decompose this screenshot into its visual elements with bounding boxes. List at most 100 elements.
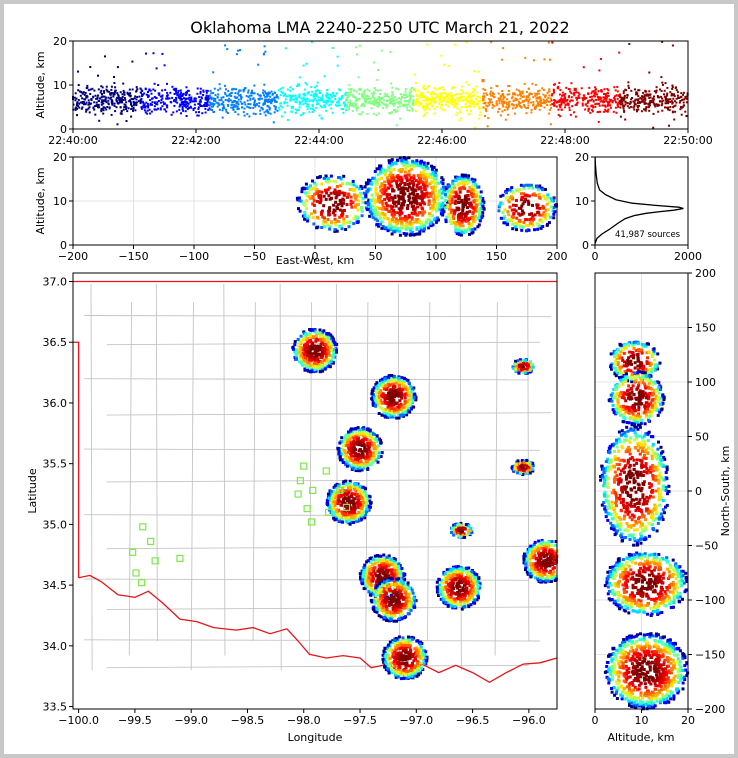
lightning-source-point [318,89,321,92]
lightning-source-point [114,89,117,92]
lightning-source-point [598,69,601,72]
lightning-source-point [423,177,426,181]
lightning-source-point [648,90,651,93]
lightning-source-point [359,460,363,464]
lightning-source-point [224,93,227,96]
lightning-source-point [365,189,369,193]
lightning-source-point [76,107,79,110]
lightning-source-point [381,409,385,413]
lightning-source-point [405,95,408,98]
lightning-source-point [382,187,386,191]
lightning-source-point [355,106,358,109]
lightning-source-point [317,102,320,105]
lightning-source-point [391,173,395,177]
lightning-source-point [511,103,514,106]
lightning-source-point [371,204,375,208]
lightning-source-point [199,99,202,101]
lightning-source-point [384,92,387,95]
lightning-source-point [282,92,285,94]
lightning-source-point [364,206,368,210]
lightning-source-point [334,98,337,100]
lightning-source-point [437,218,440,222]
lightning-source-point [312,335,316,339]
lightning-source-point [231,101,234,104]
lightning-source-point [320,212,323,216]
lightning-source-point [283,94,286,97]
lightning-source-point [312,187,316,191]
lightning-source-point [510,97,513,100]
lightning-source-point [315,99,318,102]
lightning-source-point [330,93,333,96]
lightning-source-point [610,98,613,101]
lightning-source-point [478,207,482,210]
lightning-source-point [378,164,382,168]
lightning-source-point [448,94,451,97]
lightning-source-point [428,192,432,196]
lightning-source-point [101,107,104,110]
lightning-source-point [210,98,213,101]
lightning-source-point [598,104,601,107]
lightning-source-point [598,102,600,105]
lightning-source-point [334,180,338,184]
lightning-source-point [173,93,176,95]
lightning-source-point [525,96,528,99]
lightning-source-point [96,97,99,100]
lightning-source-point [267,105,270,108]
lightning-source-point [332,94,335,97]
lightning-source-point [407,169,411,173]
lightning-source-point [411,192,414,195]
lightning-source-point [508,93,511,96]
lightning-source-point [305,105,308,108]
lightning-source-point [658,96,660,99]
lightning-source-point [305,102,308,105]
lightning-source-point [400,161,404,165]
lightning-source-point [400,179,404,183]
lightning-source-point [90,102,93,105]
lightning-source-point [560,108,563,111]
lightning-source-point [376,439,379,443]
lightning-source-point [372,96,375,99]
lightning-source-point [328,206,332,210]
lightning-source-point [545,197,549,201]
lightning-source-point [88,111,91,114]
lightning-source-point [176,101,179,104]
lightning-source-point [266,109,269,112]
lightning-source-point [664,102,667,105]
lightning-source-point [423,188,427,191]
lightning-source-point [400,222,404,226]
lightning-source-point [411,180,415,183]
lightning-source-point [335,349,338,352]
lightning-source-point [399,211,403,215]
lightning-source-point [445,100,448,103]
lightning-source-point [394,162,398,166]
lightning-source-point [457,218,461,222]
lightning-source-point [217,89,220,92]
lightning-source-point [479,96,482,99]
lightning-source-point [298,103,301,106]
county-line [459,283,462,671]
lightning-source-point [434,92,437,95]
lightning-source-point [164,88,167,91]
lightning-source-point [600,90,603,93]
lightning-source-point [512,208,516,212]
lightning-source-point [403,183,407,187]
lightning-source-point [444,93,447,95]
lightning-source-point [380,200,384,203]
lightning-source-point [347,94,350,97]
lightning-source-point [449,211,453,215]
lightning-source-point [383,99,386,102]
lightning-source-point [343,105,346,108]
lightning-source-point [414,90,417,93]
lightning-source-point [324,346,328,350]
lightning-source-point [506,98,509,101]
lightning-source-point [299,361,303,365]
lightning-source-point [592,90,595,93]
lightning-source-point [125,108,128,110]
lightning-source-point [370,92,373,95]
lightning-source-point [476,203,480,207]
lightning-source-point [370,107,373,110]
lightning-source-point [183,105,186,108]
lightning-source-point [349,459,353,463]
lightning-source-point [159,95,162,98]
lightning-source-point [421,166,425,169]
